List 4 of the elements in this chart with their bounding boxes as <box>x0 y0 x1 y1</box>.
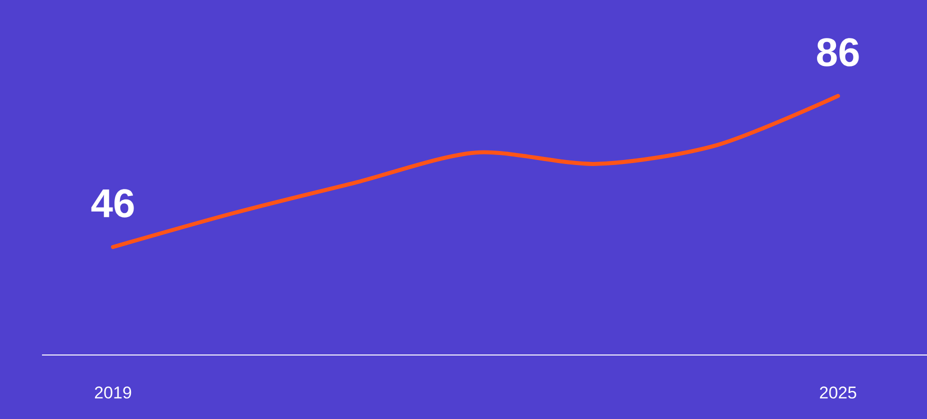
x-tick-label: 2019 <box>94 386 132 399</box>
data-label: 86 <box>817 38 859 66</box>
x-tick-label: 2025 <box>820 386 856 399</box>
data-label: 46 <box>91 189 134 218</box>
